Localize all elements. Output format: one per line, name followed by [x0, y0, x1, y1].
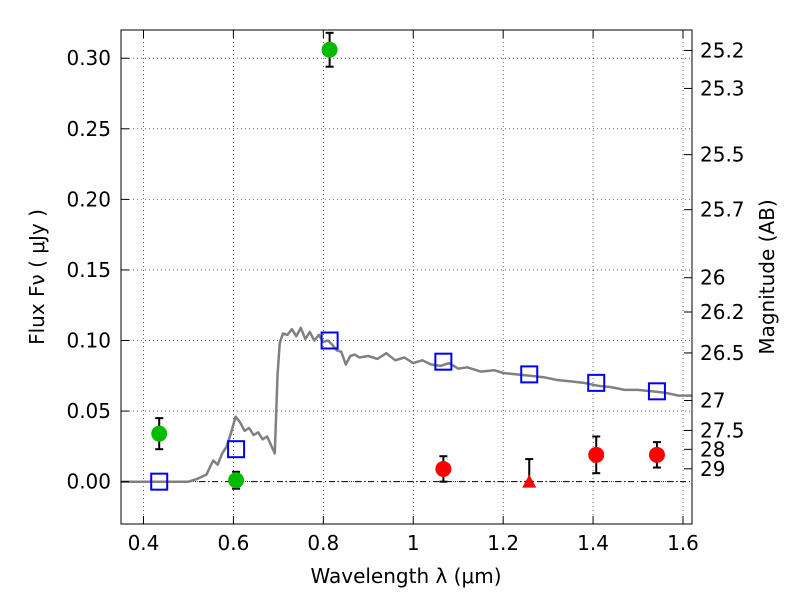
y-tick-label: 0.25 [66, 117, 111, 141]
data-point-square [150, 472, 169, 491]
data-point-circle [151, 425, 168, 442]
data-point-square [227, 440, 246, 459]
y-tick-label: 0.30 [66, 46, 111, 70]
data-markers [150, 31, 666, 491]
right-tick-label: 25.5 [700, 143, 745, 167]
data-point-square [434, 352, 453, 371]
x-tick-label: 1.6 [667, 531, 699, 555]
data-point-circle [228, 472, 245, 489]
y-tick-label: 0.20 [66, 187, 111, 211]
right-tick-label: 25.3 [700, 76, 745, 100]
x-tick-label: 0.8 [307, 531, 339, 555]
x-tick-label: 0.4 [128, 531, 160, 555]
right-tick-label: 29 [700, 457, 725, 481]
data-point-square [320, 331, 339, 350]
plot-frame [120, 29, 693, 525]
data-point-circle [435, 460, 452, 477]
x-tick-labels: 0.4 0.6 0.8 1 1.2 1.4 1.6 [128, 531, 699, 555]
data-point-circle [648, 446, 665, 463]
y-tick-labels: 0.00 0.05 0.10 0.15 0.20 0.25 0.30 [66, 46, 111, 493]
y-tick-label: 0.10 [66, 329, 111, 353]
plot-background [121, 30, 692, 524]
right-tick-label: 28 [700, 437, 725, 461]
right-tick-label: 26.5 [700, 341, 745, 365]
axis-ticks [121, 30, 692, 524]
data-point-circle [321, 41, 338, 58]
data-point-square [647, 382, 666, 401]
x-tick-label: 0.6 [217, 531, 249, 555]
x-axis-label: Wavelength λ (μm) [310, 564, 501, 588]
data-point-triangle [522, 474, 537, 488]
right-tick-label: 25.7 [700, 198, 745, 222]
x-tick-label: 1 [407, 531, 420, 555]
y-tick-label: 0.05 [66, 399, 111, 423]
right-tick-label: 27 [700, 389, 725, 413]
y-tick-label: 0.15 [66, 258, 111, 282]
right-tick-label: 25.2 [700, 38, 745, 62]
x-tick-label: 1.2 [487, 531, 519, 555]
y-axis-label: Flux Fν ( μJy ) [25, 209, 49, 345]
right-tick-label: 26.2 [700, 300, 745, 324]
right-tick-label: 27.5 [700, 418, 745, 442]
y-tick-label: 0.00 [66, 470, 111, 494]
x-tick-label: 1.4 [577, 531, 609, 555]
data-point-square [587, 373, 606, 392]
data-point-square [520, 365, 539, 384]
right-axis-label: Magnitude (AB) [755, 199, 779, 354]
data-point-circle [588, 446, 605, 463]
right-tick-label: 26 [700, 266, 725, 290]
